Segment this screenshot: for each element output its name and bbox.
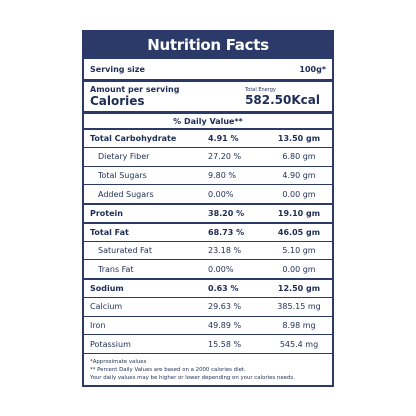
daily-value-header: % Daily Value** [84, 111, 332, 128]
nutrient-name: Sodium [90, 283, 124, 293]
nutrient-amount: 545.4 mg [279, 339, 319, 349]
calories-label: Calories [90, 94, 145, 108]
serving-label: Serving size [90, 64, 145, 74]
nutrient-amount: 12.50 gm [277, 283, 321, 293]
nutrient-name: Total Carbohydrate [90, 133, 177, 143]
nutrient-name: Saturated Fat [98, 245, 152, 255]
nutrient-percent: 0.63 % [208, 283, 239, 293]
nutrient-name: Calcium [90, 302, 123, 312]
nutrient-row: Sodium 0.63 % 12.50 gm [84, 278, 332, 297]
nutrient-amount: 5.10 gm [282, 245, 316, 255]
nutrient-row: Total Carbohydrate 4.91 % 13.50 gm [84, 128, 332, 147]
nutrient-row: Trans Fat 0.00% 0.00 gm [84, 259, 332, 278]
footnote: *Approximate values [90, 359, 147, 365]
nutrient-name: Potassium [90, 339, 131, 349]
nutrient-percent: 23.18 % [208, 245, 242, 255]
nutrient-row: Iron 49.89 % 8.98 mg [84, 315, 332, 335]
nutrient-amount: 0.00 gm [282, 189, 316, 199]
nutrient-row: Potassium 15.58 % 545.4 mg [84, 334, 332, 353]
energy-label: Total Energy [245, 86, 276, 93]
nutrient-amount: 4.90 gm [282, 170, 316, 180]
nutrient-row: Added Sugars 0.00% 0.00 gm [84, 184, 332, 203]
footnotes: *Approximate values ** Percent Daily Valu… [84, 353, 332, 385]
nutrient-name: Dietary Fiber [98, 152, 150, 162]
calories-row: Amount per serving Calories Total Energy… [84, 79, 332, 111]
nutrient-row: Saturated Fat 23.18 % 5.10 gm [84, 240, 332, 260]
energy-value: 582.50Kcal [245, 92, 320, 107]
footnote: Your daily values may be higher or lower… [90, 375, 295, 381]
nutrient-name: Protein [90, 208, 123, 218]
nutrient-amount: 46.05 gm [277, 227, 321, 237]
nutrient-percent: 9.80 % [208, 170, 236, 180]
nutrient-percent: 38.20 % [208, 208, 245, 218]
nutrient-name: Trans Fat [98, 264, 134, 274]
nutrient-amount: 8.98 mg [282, 320, 316, 330]
nutrient-name: Added Sugars [98, 189, 154, 199]
serving-value: 100g* [299, 64, 326, 74]
amount-label: Amount per serving [90, 85, 180, 94]
footnote: ** Percent Daily Values are based on a 2… [90, 367, 246, 373]
nutrient-percent: 15.58 % [208, 339, 242, 349]
nutrient-name: Total Fat [90, 227, 129, 237]
nutrient-amount: 19.10 gm [277, 208, 321, 218]
nutrient-amount: 6.80 gm [282, 152, 316, 162]
nutrient-percent: 68.73 % [208, 227, 245, 237]
nutrient-row: Total Fat 68.73 % 46.05 gm [84, 221, 332, 241]
nutrient-percent: 49.89 % [208, 320, 242, 330]
title: Nutrition Facts [84, 32, 332, 59]
nutrient-percent: 27.20 % [208, 152, 242, 162]
nutrition-label: Nutrition Facts Serving size 100g* Amoun… [82, 30, 334, 387]
nutrient-percent: 4.91 % [208, 133, 239, 143]
serving-row: Serving size 100g* [84, 59, 332, 79]
nutrient-name: Total Sugars [98, 170, 147, 180]
nutrient-percent: 0.00% [208, 189, 234, 199]
nutrient-amount: 13.50 gm [277, 133, 321, 143]
nutrient-name: Iron [90, 320, 106, 330]
nutrient-row: Calcium 29.63 % 385.15 mg [84, 296, 332, 316]
nutrient-rows: Total Carbohydrate 4.91 % 13.50 gm Dietary … [84, 128, 332, 353]
nutrient-row: Protein 38.20 % 19.10 gm [84, 203, 332, 222]
nutrient-row: Total Sugars 9.80 % 4.90 gm [84, 165, 332, 185]
nutrient-percent: 0.00% [208, 264, 234, 274]
nutrient-percent: 29.63 % [208, 302, 242, 312]
nutrient-amount: 385.15 mg [277, 302, 321, 312]
nutrient-amount: 0.00 gm [282, 264, 316, 274]
nutrient-row: Dietary Fiber 27.20 % 6.80 gm [84, 146, 332, 166]
